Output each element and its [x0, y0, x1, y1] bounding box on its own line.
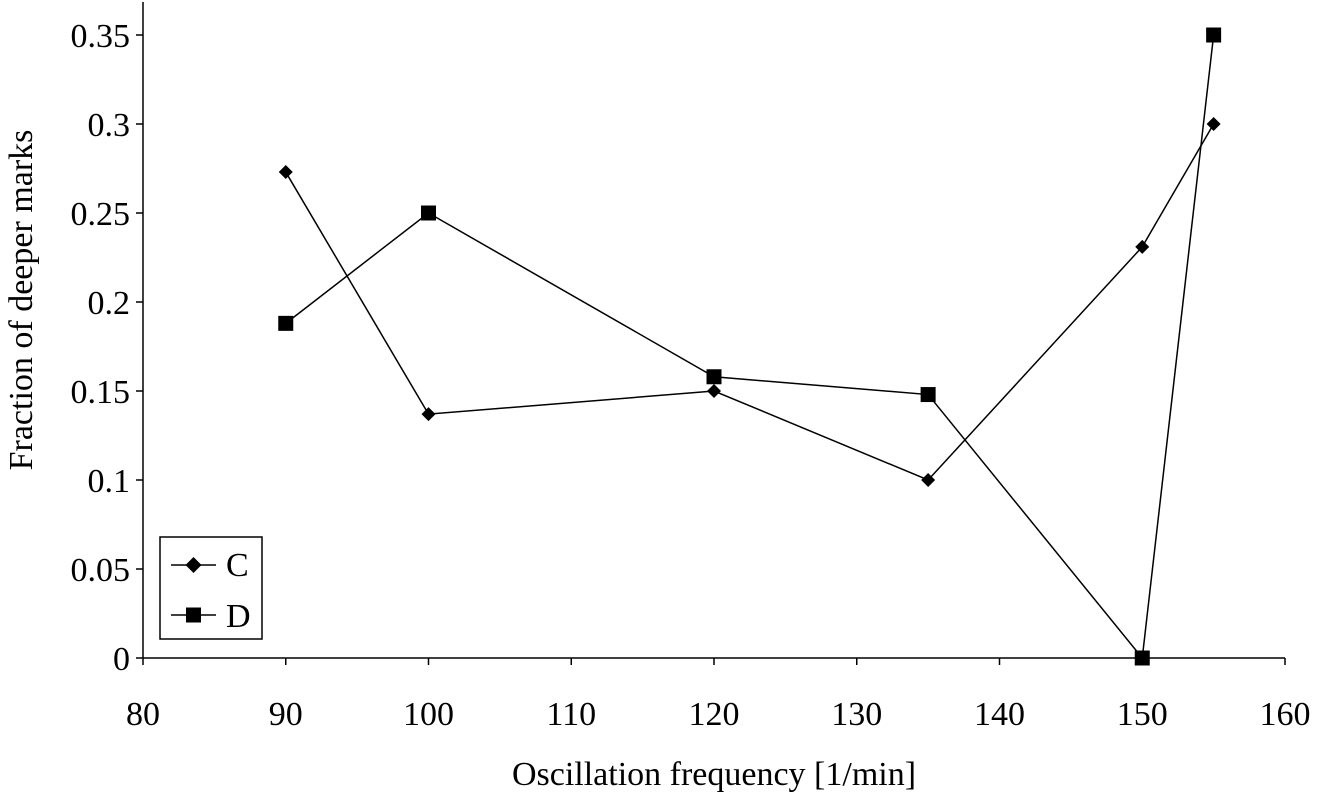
y-axis-title: Fraction of deeper marks — [3, 130, 40, 471]
series-d-point — [920, 387, 936, 403]
series-c-point — [1206, 117, 1221, 131]
y-tick-label: 0 — [113, 641, 130, 678]
x-tick-label: 120 — [689, 696, 740, 733]
series-c-point — [278, 165, 293, 180]
y-tick-label: 0.05 — [71, 552, 131, 589]
series-d-point — [1134, 650, 1150, 666]
series-d-point — [421, 205, 436, 221]
legend-label-d: D — [226, 598, 251, 635]
series-c-point — [921, 473, 936, 487]
x-axis-title: Oscillation frequency [1/min] — [512, 756, 916, 793]
legend-label-c: C — [226, 547, 249, 584]
series-layer — [278, 27, 1222, 666]
x-tick-label: 100 — [403, 696, 454, 733]
x-tick-label: 140 — [974, 696, 1025, 733]
series-d-point — [1206, 27, 1222, 43]
legend-box — [159, 536, 263, 640]
legend-marker-c-diamond-icon — [185, 557, 202, 573]
series-c-point — [707, 384, 721, 398]
series-c — [278, 117, 1221, 487]
series-d-line — [285, 34, 1215, 660]
x-tick-label: 80 — [126, 696, 160, 733]
legend-marker-d-square-icon — [186, 607, 201, 623]
x-tick-label: 90 — [269, 696, 303, 733]
y-tick-label: 0.15 — [71, 374, 131, 411]
x-tick-label: 130 — [831, 696, 882, 733]
legend: C D — [159, 536, 263, 640]
x-axis-ticks: 80 90 100 110 120 130 140 150 160 — [126, 658, 1311, 733]
series-c-point — [421, 407, 436, 422]
series-d-point — [706, 369, 722, 385]
y-axis-ticks: 0 0.05 0.1 0.15 0.2 0.25 0.3 0.35 — [71, 18, 143, 678]
series-c-point — [1135, 239, 1150, 254]
series-d — [278, 27, 1222, 666]
x-tick-label: 110 — [546, 696, 596, 733]
y-tick-label: 0.25 — [71, 196, 131, 233]
y-tick-label: 0.3 — [88, 107, 131, 144]
y-tick-label: 0.1 — [88, 463, 131, 500]
x-tick-label: 150 — [1117, 696, 1168, 733]
x-tick-label: 160 — [1260, 696, 1311, 733]
y-tick-label: 0.35 — [71, 18, 131, 55]
series-d-point — [278, 315, 294, 331]
y-tick-label: 0.2 — [88, 285, 131, 322]
plot-area — [142, 2, 1285, 659]
series-c-line — [285, 123, 1215, 481]
